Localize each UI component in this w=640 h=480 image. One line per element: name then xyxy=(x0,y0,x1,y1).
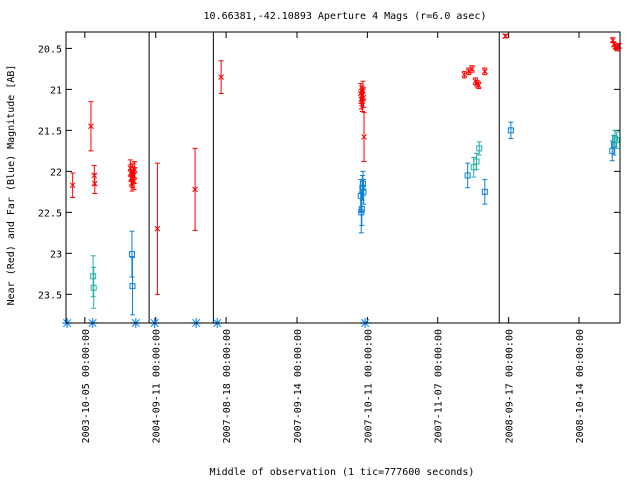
x-tick-label-4: 2007-10-11 00:00:00 xyxy=(363,329,374,443)
point-s0-22 xyxy=(361,111,367,163)
point-s1-9 xyxy=(481,179,488,205)
point-s2-6 xyxy=(613,131,620,149)
point-s0-15 xyxy=(218,60,224,94)
point-s0-28 xyxy=(475,81,482,90)
point-s1-7 xyxy=(360,179,367,205)
x-axis-ticks: 2003-10-05 00:00:00 2004-09-11 00:00:00 20… xyxy=(81,32,586,443)
point-s0-13 xyxy=(154,162,161,295)
point-s0-35 xyxy=(616,42,622,49)
data-points xyxy=(69,33,622,316)
y-tick-label-0: 20.5 xyxy=(38,44,62,55)
y-axis-label: Near (Red) and Far (Blue) Magnitude [AB] xyxy=(6,65,17,306)
point-s0-1 xyxy=(88,101,94,152)
x-axis-label: Middle of observation (1 tic=777600 seco… xyxy=(210,467,475,478)
point-s0-11 xyxy=(131,172,137,190)
point-s2-3 xyxy=(473,152,480,171)
point-s0-12 xyxy=(131,161,138,179)
point-s1-1 xyxy=(129,256,136,316)
x-tick-label-1: 2004-09-11 00:00:00 xyxy=(152,329,163,443)
y-tick-label-6: 23.5 xyxy=(38,290,62,301)
y-axis-ticks: 20.5 21 21.5 22 22.5 23 23.5 xyxy=(38,44,620,301)
point-s0-25 xyxy=(469,65,475,73)
point-s0-0 xyxy=(69,172,76,199)
y-tick-label-5: 23 xyxy=(50,249,62,260)
point-s0-3 xyxy=(91,173,98,194)
x-tick-label-2: 2007-08-18 00:00:00 xyxy=(222,329,233,443)
x-tick-label-3: 2007-09-14 00:00:00 xyxy=(293,329,304,443)
point-s1-6 xyxy=(359,170,366,197)
point-s0-14 xyxy=(192,147,198,231)
point-s0-30 xyxy=(502,33,509,39)
x-tick-label-6: 2008-09-17 00:00:00 xyxy=(505,329,516,443)
point-s0-29 xyxy=(481,67,488,76)
point-s0-21 xyxy=(360,87,367,108)
point-s2-5 xyxy=(612,129,619,148)
plot-frame xyxy=(65,31,621,324)
separator-lines xyxy=(148,32,500,323)
x-tick-label-7: 2008-10-14 00:00:00 xyxy=(575,329,586,443)
x-tick-label-0: 2003-10-05 00:00:00 xyxy=(81,329,92,443)
point-s1-8 xyxy=(464,162,471,189)
y-tick-label-4: 22.5 xyxy=(38,208,62,219)
point-s2-4 xyxy=(476,141,483,156)
point-s0-24 xyxy=(465,67,472,76)
y-tick-label-3: 22 xyxy=(50,167,62,178)
point-s0-23 xyxy=(461,70,468,79)
chart-title: 10.66381,-42.10893 Aperture 4 Mags (r=6.… xyxy=(204,11,487,22)
point-s1-10 xyxy=(507,121,514,140)
point-s2-1 xyxy=(90,266,97,309)
point-s1-0 xyxy=(128,230,135,278)
y-tick-label-2: 21.5 xyxy=(38,126,62,137)
y-tick-label-1: 21 xyxy=(50,85,62,96)
x-tick-label-5: 2007-11-07 00:00:00 xyxy=(434,329,445,443)
